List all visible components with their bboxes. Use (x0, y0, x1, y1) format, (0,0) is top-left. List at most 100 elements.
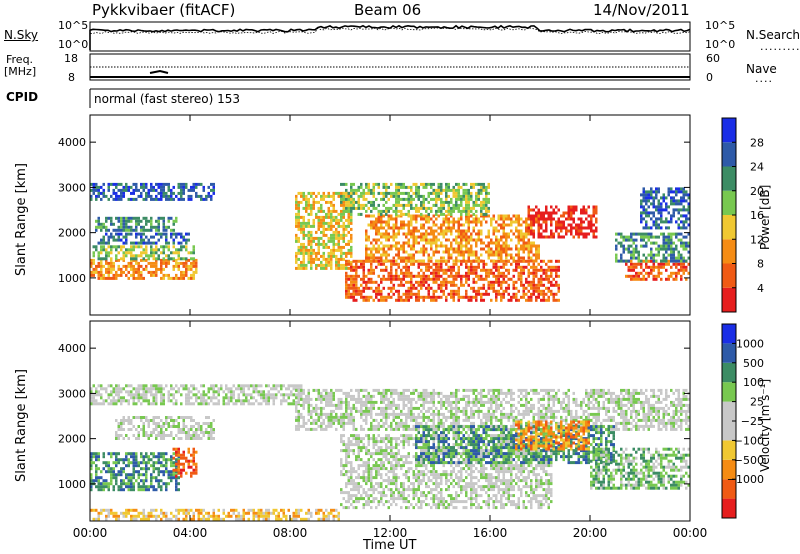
heatmap-cell (175, 261, 178, 265)
heatmap-cell (300, 245, 303, 249)
heatmap-cell (112, 390, 115, 394)
heatmap-cell (402, 191, 405, 195)
heatmap-cell (562, 211, 565, 215)
heatmap-cell (372, 226, 375, 230)
heatmap-cell (187, 465, 190, 469)
heatmap-cell (152, 241, 155, 245)
heatmap-cell (117, 422, 120, 425)
heatmap-cell (107, 235, 110, 239)
heatmap-cell (330, 215, 333, 219)
heatmap-cell (132, 182, 135, 186)
heatmap-cell (517, 214, 520, 218)
heatmap-cell (145, 194, 148, 198)
heatmap-cell (132, 241, 135, 245)
heatmap-cell (130, 473, 133, 477)
heatmap-cell (445, 197, 448, 201)
heatmap-cell (332, 421, 335, 425)
heatmap-cell (385, 421, 388, 425)
heatmap-cell (360, 283, 363, 287)
heatmap-cell (430, 256, 433, 260)
heatmap-cell (637, 271, 640, 275)
heatmap-cell (432, 427, 435, 431)
heatmap-cell (252, 390, 255, 394)
heatmap-cell (440, 226, 443, 230)
heatmap-cell (530, 265, 533, 269)
heatmap-cell (632, 253, 635, 257)
heatmap-cell (527, 247, 530, 251)
heatmap-cell (107, 276, 110, 280)
heatmap-cell (112, 461, 115, 465)
heatmap-cell (112, 191, 115, 195)
heatmap-cell (160, 245, 163, 249)
heatmap-cell (392, 238, 395, 242)
heatmap-cell (162, 248, 165, 252)
heatmap-cell (257, 390, 260, 394)
heatmap-cell (677, 187, 680, 191)
heatmap-cell (415, 226, 418, 230)
heatmap-cell (97, 384, 100, 388)
heatmap-cell (312, 388, 315, 392)
heatmap-cell (152, 455, 155, 459)
heatmap-cell (527, 298, 530, 302)
heatmap-cell (97, 194, 100, 198)
heatmap-cell (305, 421, 308, 425)
heatmap-cell (500, 235, 503, 239)
heatmap-cell (630, 268, 633, 272)
heatmap-cell (532, 214, 535, 218)
heatmap-cell (657, 202, 660, 206)
heatmap-cell (525, 223, 528, 227)
heatmap-cell (135, 470, 138, 474)
heatmap-cell (192, 276, 195, 280)
heatmap-cell (247, 399, 250, 403)
heatmap-cell (300, 215, 303, 219)
heatmap-cell (317, 242, 320, 246)
heatmap-cell (347, 406, 350, 410)
heatmap-cell (435, 391, 438, 395)
heatmap-cell (402, 220, 405, 224)
heatmap-cell (412, 232, 415, 236)
heatmap-cell (422, 403, 425, 407)
heatmap-cell (385, 250, 388, 254)
heatmap-cell (512, 274, 515, 278)
heatmap-cell (122, 437, 125, 440)
heatmap-cell (480, 232, 483, 236)
heatmap-cell (350, 280, 353, 284)
heatmap-cell (537, 232, 540, 236)
heatmap-cell (130, 479, 133, 483)
heatmap-cell (352, 182, 355, 186)
heatmap-cell (490, 268, 493, 272)
heatmap-cell (507, 268, 510, 272)
heatmap-cell (122, 219, 125, 223)
heatmap-cell (520, 256, 523, 260)
heatmap-cell (155, 270, 158, 274)
heatmap-cell (497, 292, 500, 296)
heatmap-cell (377, 427, 380, 431)
heatmap-cell (460, 197, 463, 201)
heatmap-cell (317, 206, 320, 210)
heatmap-cell (667, 232, 670, 236)
strip-traces (89, 24, 691, 78)
heatmap-cell (350, 218, 353, 222)
heatmap-cell (150, 182, 153, 186)
heatmap-cell (92, 267, 95, 271)
heatmap-cell (90, 476, 93, 480)
heatmap-cell (402, 247, 405, 251)
heatmap-cell (452, 209, 455, 213)
heatmap-cell (297, 215, 300, 219)
heatmap-cell (535, 256, 538, 260)
heatmap-cell (505, 247, 508, 251)
heatmap-cell (295, 409, 298, 413)
heatmap-cell (432, 238, 435, 242)
heatmap-cell (105, 464, 108, 468)
heatmap-cell (370, 241, 373, 245)
heatmap-cell (432, 241, 435, 245)
heatmap-cell (105, 399, 108, 403)
heatmap-cell (135, 232, 138, 236)
heatmap-cell (315, 388, 318, 392)
heatmap-cell (595, 205, 598, 209)
heatmap-cell (150, 464, 153, 468)
heatmap-cell (662, 241, 665, 245)
heatmap-cell (425, 274, 428, 278)
heatmap-cell (90, 197, 93, 201)
heatmap-cell (500, 265, 503, 269)
